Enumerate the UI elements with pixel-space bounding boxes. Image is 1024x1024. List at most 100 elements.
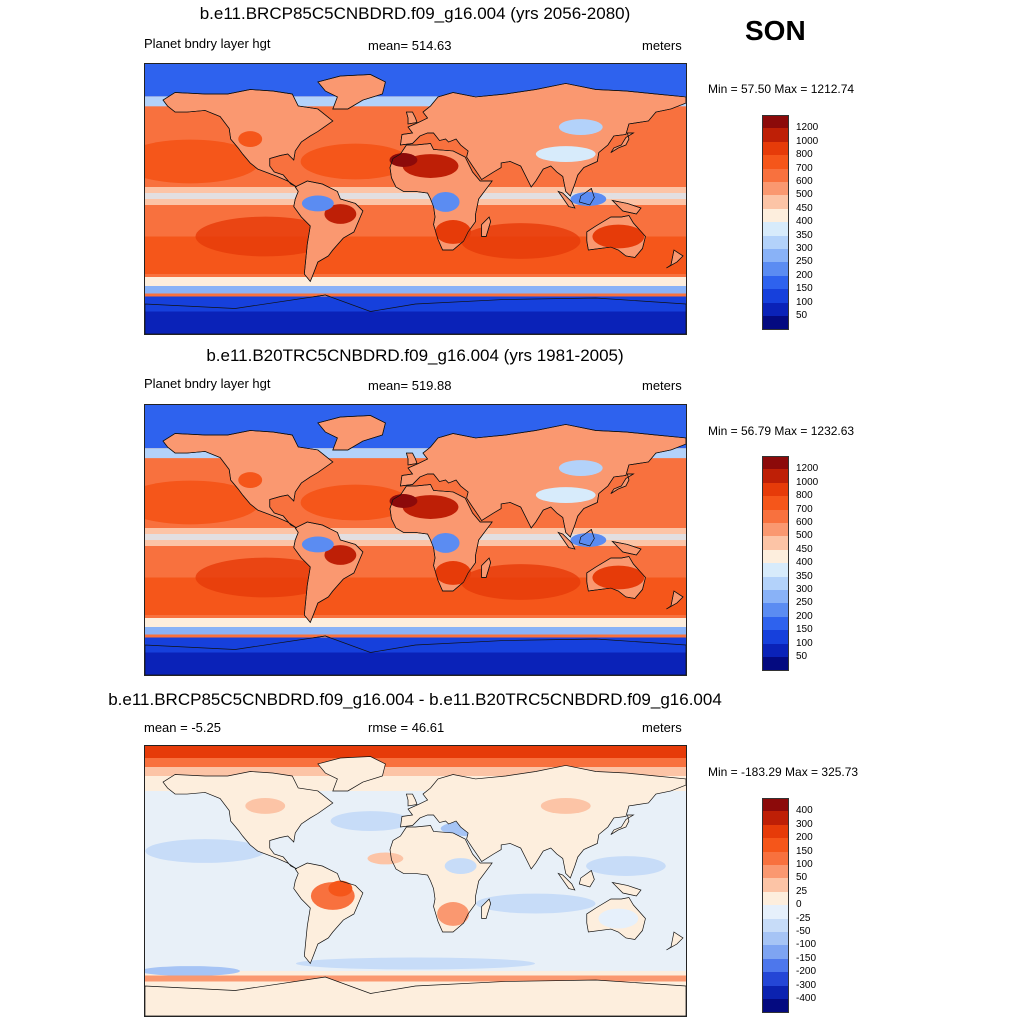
min-max-label: Min = 57.50 Max = 1212.74 — [708, 82, 855, 96]
colorbar-box — [762, 932, 789, 946]
colorbar-box — [762, 208, 789, 223]
colorbar-box — [762, 891, 789, 906]
colorbar-box — [762, 302, 789, 317]
panel-title: b.e11.B20TRC5CNBDRD.f09_g16.004 (yrs 198… — [206, 346, 624, 365]
colorbar-box — [762, 865, 789, 879]
colorbar-box — [762, 141, 789, 156]
colorbar-box — [762, 918, 789, 933]
colorbar-tick-label: 300 — [796, 818, 813, 830]
map-plot — [144, 745, 687, 1017]
colorbar-box — [762, 958, 789, 973]
colorbar-tick-label: 700 — [796, 162, 813, 174]
colorbar-tick-label: 25 — [796, 885, 808, 897]
colorbar-box — [762, 985, 789, 1000]
colorbar-tick-label: 500 — [796, 530, 813, 542]
colorbar-tick-label: 250 — [796, 256, 813, 268]
min-max-label: Min = 56.79 Max = 1232.63 — [708, 424, 855, 438]
colorbar-box — [762, 496, 789, 511]
colorbar-box — [762, 509, 789, 524]
colorbar-tick-label: -25 — [796, 912, 811, 924]
panel-units-label: meters — [642, 378, 682, 393]
colorbar-tick-label: 400 — [796, 216, 813, 228]
panel-rmse-label: rmse = 46.61 — [368, 720, 445, 735]
colorbar-tick-label: 150 — [796, 283, 813, 295]
colorbar-box — [762, 155, 789, 170]
colorbar-box — [762, 523, 789, 537]
colorbar-box — [762, 235, 789, 250]
colorbar-box — [762, 824, 789, 839]
colorbar-box — [762, 999, 789, 1013]
colorbar-tick-label: 1000 — [796, 476, 819, 488]
colorbar-box — [762, 275, 789, 290]
colorbar-tick-label: -50 — [796, 926, 811, 937]
colorbar-tick-label: -150 — [796, 952, 817, 964]
panel-variable-label: Planet bndry layer hgt — [144, 36, 271, 51]
panel-mean-label: mean= 514.63 — [368, 38, 452, 53]
colorbar-box — [762, 563, 789, 578]
map-field — [145, 405, 686, 675]
panel-units-label: meters — [642, 720, 682, 735]
panel-title: b.e11.BRCP85C5CNBDRD.f09_g16.004 - b.e11… — [108, 690, 722, 709]
colorbar-box — [762, 456, 789, 470]
colorbar-tick-label: 500 — [796, 189, 813, 201]
colorbar-box — [762, 128, 789, 143]
colorbar-tick-label: 700 — [796, 503, 813, 515]
colorbar-box — [762, 657, 789, 671]
colorbar-tick-label: 800 — [796, 490, 813, 502]
colorbar-tick-label: 50 — [796, 310, 808, 321]
colorbar-tick-label: 350 — [796, 570, 813, 582]
colorbar-tick-label: 350 — [796, 229, 813, 241]
panel-title: b.e11.BRCP85C5CNBDRD.f09_g16.004 (yrs 20… — [199, 4, 631, 23]
colorbar-box — [762, 798, 789, 812]
colorbar-tick-label: -300 — [796, 979, 817, 991]
colorbar-box — [762, 222, 789, 237]
colorbar-box — [762, 249, 789, 263]
map-plot — [144, 404, 687, 676]
colorbar-tick-label: 200 — [796, 610, 813, 622]
colorbar-box — [762, 536, 789, 551]
colorbar-box — [762, 811, 789, 826]
colorbar-box — [762, 643, 789, 658]
colorbar-tick-label: 100 — [796, 637, 813, 649]
colorbar-box — [762, 469, 789, 484]
colorbar-box — [762, 945, 789, 960]
colorbar-tick-label: 450 — [796, 202, 813, 214]
map-field — [145, 746, 686, 1016]
colorbar-box — [762, 115, 789, 129]
colorbar-tick-label: 100 — [796, 296, 813, 308]
map-plot — [144, 63, 687, 335]
colorbar-tick-label: 200 — [796, 832, 813, 844]
colorbar-tick-label: 50 — [796, 872, 808, 884]
colorbar-tick-label: 300 — [796, 243, 813, 254]
colorbar-tick-label: 600 — [796, 176, 813, 187]
panel-variable-label: Planet bndry layer hgt — [144, 376, 271, 391]
colorbar-box — [762, 972, 789, 987]
colorbar-tick-label: 1000 — [796, 135, 819, 147]
colorbar-tick-label: 0 — [796, 899, 802, 911]
colorbar-tick-label: 300 — [796, 584, 813, 595]
colorbar-box — [762, 549, 789, 564]
colorbar-box — [762, 168, 789, 183]
colorbar-box — [762, 482, 789, 497]
colorbar-box — [762, 838, 789, 853]
colorbar-tick-label: 50 — [796, 651, 808, 662]
panel-mean-label: mean= 519.88 — [368, 378, 452, 393]
colorbar-box — [762, 195, 789, 210]
colorbar-tick-label: 100 — [796, 859, 813, 870]
colorbar-box — [762, 590, 789, 604]
colorbar-tick-label: 150 — [796, 624, 813, 636]
min-max-label: Min = -183.29 Max = 325.73 — [708, 765, 859, 779]
colorbar-box — [762, 576, 789, 591]
colorbar-tick-label: 800 — [796, 149, 813, 161]
colorbar-tick-label: -400 — [796, 993, 817, 1004]
colorbar-box — [762, 616, 789, 631]
colorbar-box — [762, 182, 789, 196]
panel-mean-label: mean = -5.25 — [144, 720, 221, 735]
colorbar-tick-label: 400 — [796, 805, 813, 817]
season-label: SON — [745, 15, 806, 46]
colorbar-box — [762, 905, 789, 920]
colorbar-box — [762, 603, 789, 618]
colorbar-tick-label: 450 — [796, 543, 813, 555]
colorbar-tick-label: 200 — [796, 269, 813, 281]
panel-units-label: meters — [642, 38, 682, 53]
